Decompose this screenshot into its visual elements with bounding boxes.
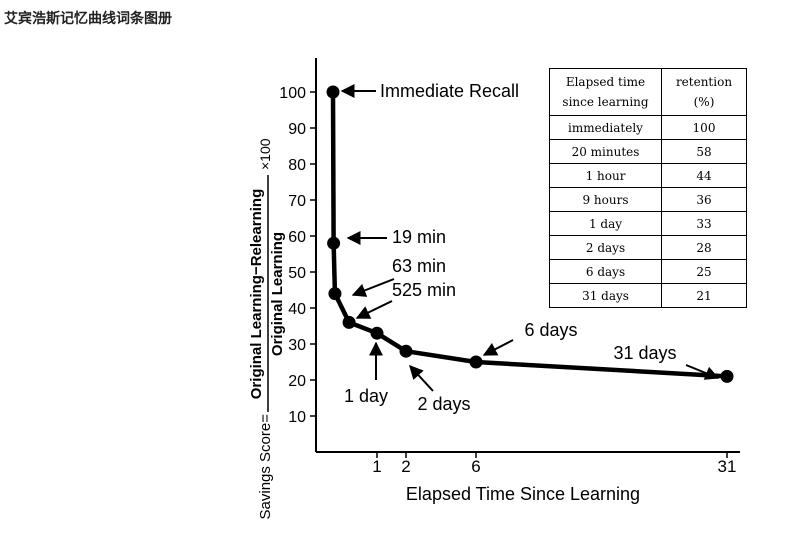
table-row: 1 hour 44 [549,163,747,188]
table-cell-retention: 36 [661,187,747,212]
y-tick-label: 40 [288,301,306,318]
y-tick-label: 90 [288,121,306,138]
annotation-label: 6 days [524,320,577,340]
header-retention-line2: (%) [693,95,715,109]
table-cell-retention: 28 [661,235,747,260]
table-cell-time: immediately [549,115,662,140]
page-title: 艾宾浩斯记忆曲线词条图册 [4,11,172,27]
data-point-5 [370,326,384,340]
y-label-suffix: ×100 [257,138,273,170]
annotation-label: 525 min [392,280,456,300]
x-tick-label: 6 [471,457,480,476]
header-retention-line1: retention [675,75,733,89]
table-cell-retention: 100 [661,115,747,140]
table-row: 2 days 28 [549,235,747,260]
table-row: 20 minutes 58 [549,139,747,164]
y-label-prefix: Savings Score= [257,414,274,520]
table-header-retention: retention (%) [661,68,747,116]
y-tick-label: 10 [288,409,306,426]
data-point-6 [399,344,413,358]
table-cell-time: 2 days [549,235,662,260]
data-point-1 [326,85,340,99]
annotation-arrow [409,364,434,392]
y-tick-label: 80 [288,157,306,174]
y-label-denominator: Original Learning [269,232,286,356]
table-cell-time: 20 minutes [549,139,662,164]
annotation-label: 2 days [417,394,470,414]
data-point-8 [720,369,734,383]
y-tick-label: 70 [288,193,306,210]
data-point-7 [469,355,483,369]
x-tick-label: 2 [401,457,410,476]
table-row: 9 hours 36 [549,187,747,212]
x-tick-label: 31 [718,457,737,476]
table-cell-time: 31 days [549,283,662,308]
table-row: 1 day 33 [549,211,747,236]
table-cell-retention: 25 [661,259,747,284]
table-header-elapsed: Elapsed time since learning [549,68,662,116]
table-cell-time: 1 hour [549,163,662,188]
forgetting-curve-line [330,91,728,379]
table-row: 31 days 21 [549,283,747,308]
annotation-label: 19 min [392,227,446,247]
table-cell-time: 9 hours [549,187,662,212]
annotation-arrow [355,300,393,319]
table-cell-retention: 21 [661,283,747,308]
data-point-2 [327,236,341,250]
y-axis-label: Savings Score= Original Learning−Relearni… [248,138,286,519]
table-row: immediately 100 [549,115,747,140]
table-header-row: Elapsed time since learning retention (%… [549,68,747,116]
annotation-arrow [685,364,720,380]
y-tick-label: 100 [279,85,306,102]
table-cell-time: 1 day [549,211,662,236]
y-tick-label: 50 [288,265,306,282]
table-cell-retention: 44 [661,163,747,188]
x-axis-label: Elapsed Time Since Learning [406,484,640,504]
y-tick-label: 60 [288,229,306,246]
annotation-arrow [482,339,514,356]
annotation-label: Immediate Recall [380,81,519,101]
annotation-arrow [351,278,395,297]
annotation-label: 31 days [613,343,676,363]
table-cell-retention: 33 [661,211,747,236]
header-elapsed-line1: Elapsed time [565,75,646,89]
table-cell-time: 6 days [549,259,662,284]
y-tick-label: 20 [288,373,306,390]
table-cell-retention: 58 [661,139,747,164]
annotation-label: 1 day [344,386,388,406]
annotation-label: 63 min [392,256,446,276]
y-tick-label: 30 [288,337,306,354]
data-point-4 [342,315,356,329]
data-point-3 [328,287,342,301]
table-row: 6 days 25 [549,259,747,284]
y-label-numerator: Original Learning−Relearning [248,189,265,399]
header-elapsed-line2: since learning [562,95,649,109]
x-tick-label: 1 [372,457,381,476]
retention-table: Elapsed time since learning retention (%… [549,68,747,308]
